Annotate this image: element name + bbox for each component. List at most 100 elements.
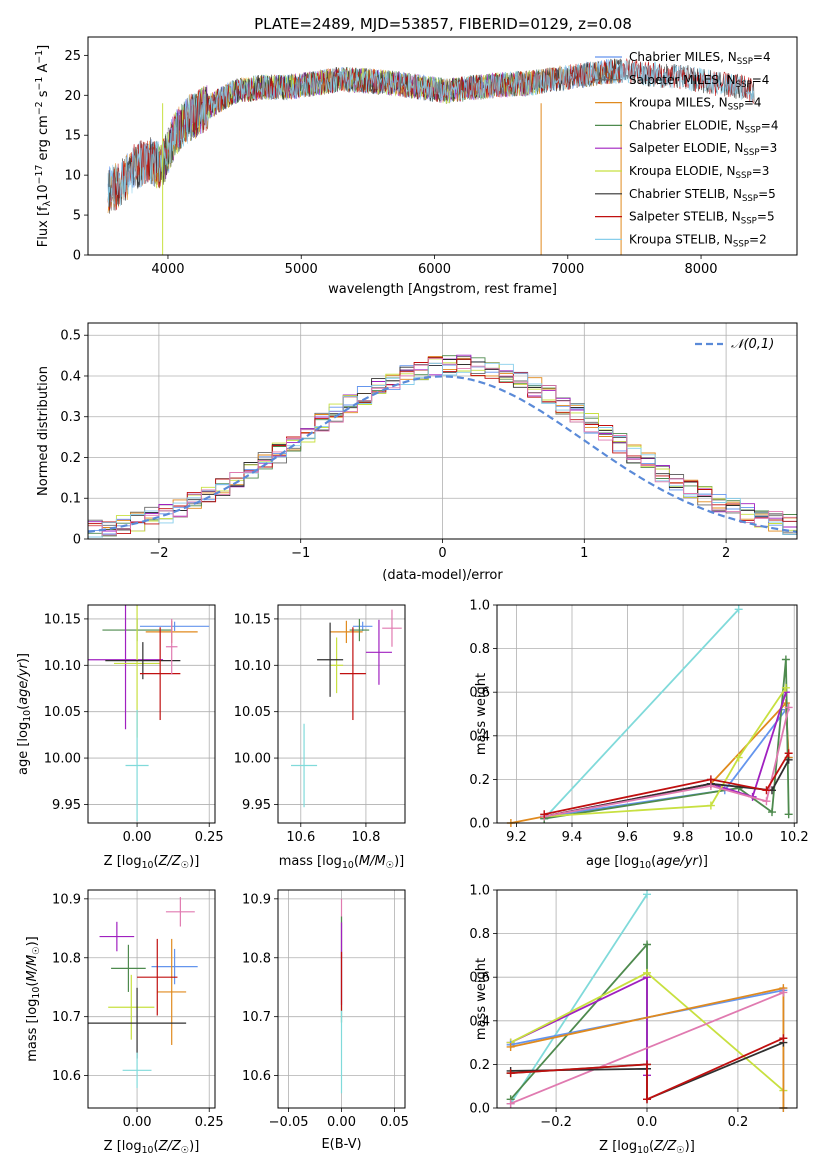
y-tick-label: 5 [73, 209, 81, 224]
weight-line [544, 759, 790, 818]
legend-label: Chabrier STELIB, NSSP=5 [629, 187, 776, 204]
y-tick-label: 25 [64, 49, 81, 64]
y-tick-label: 10.15 [44, 612, 81, 627]
legend-label: Chabrier MILES, NSSP=4 [629, 50, 771, 67]
y-tick-label: 10.6 [242, 1069, 271, 1084]
errorbars [88, 897, 198, 1088]
weight-line [510, 991, 784, 1105]
y-tick-label: 0.0 [469, 1102, 490, 1117]
x-tick-label: 0.2 [728, 1115, 749, 1130]
errorbar-point [382, 609, 402, 647]
y-tick-label: 10.05 [234, 705, 271, 720]
legend-label: Kroupa STELIB, NSSP=2 [629, 232, 767, 249]
x-tick-label: −0.05 [269, 1115, 309, 1130]
weight-marker [506, 1099, 515, 1108]
y-axis-label: mass weight [474, 958, 489, 1040]
x-tick-label: 1 [580, 546, 588, 561]
axes-frame [277, 604, 406, 824]
weight-series [506, 699, 793, 827]
weight-marker [540, 810, 549, 819]
weight-marker [734, 605, 743, 614]
x-tick-label: 0.25 [195, 1115, 224, 1130]
weight-marker [643, 968, 651, 977]
y-tick-label: 15 [64, 129, 81, 144]
y-tick-label: 9.95 [52, 798, 81, 813]
x-axis-label: wavelength [Angstrom, rest frame] [328, 282, 557, 297]
y-tick-label: 10.05 [44, 705, 81, 720]
axes-frame [496, 604, 798, 824]
x-tick-label: −2 [149, 546, 168, 561]
histograms [88, 354, 797, 538]
weight-line [544, 691, 787, 818]
weight-series [540, 749, 793, 819]
age-vs-mass-plot: 10.6 10.8 9.95 10.00 10.05 10.10 10.15 mass [lo… [234, 604, 406, 871]
spectrum-line [107, 58, 755, 207]
y-axis-label: mass [log10(M/M☉)] [25, 936, 42, 1062]
x-tick-label: 9.8 [673, 830, 694, 845]
x-tick-label: 10.8 [351, 830, 380, 845]
x-axis-label: Z [log10(Z/Z☉)] [104, 854, 200, 871]
x-tick-label: 0.00 [123, 1115, 152, 1130]
y-tick-label: 9.95 [242, 798, 271, 813]
errorbar-point [105, 642, 181, 680]
errorbars [88, 605, 210, 822]
weight-marker [734, 753, 743, 762]
weight-marker [762, 786, 771, 795]
errorbar-point [125, 709, 149, 822]
errorbar-point [365, 619, 392, 685]
y-tick-label: 1.0 [469, 599, 490, 614]
y-tick-label: 0.3 [60, 410, 81, 425]
weight-lines [506, 890, 788, 1112]
x-tick-label: 0.0 [637, 1115, 658, 1130]
x-tick-label: 8000 [684, 262, 717, 277]
errorbar-point [137, 938, 178, 1016]
errorbar-point [157, 938, 187, 1045]
weight-marker [643, 1095, 651, 1104]
errorbar-point [330, 637, 344, 694]
x-tick-label: 0.00 [327, 1115, 356, 1130]
legend-label: 𝒩(0,1) [731, 337, 774, 352]
x-tick-label: 0.25 [195, 830, 224, 845]
x-axis-label: Z [log10(Z/Z☉)] [599, 1139, 695, 1156]
residuals-plot: −2 −1 0 1 2 0 0.1 0.2 0.3 0.4 0.5 (data-model)/erro… [36, 322, 798, 583]
y-tick-label: 0.8 [469, 642, 490, 657]
legend-label: Kroupa ELODIE, NSSP=3 [629, 164, 769, 181]
weight-series [540, 655, 793, 823]
y-tick-label: 0.2 [60, 451, 81, 466]
errorbar-point [99, 921, 135, 952]
spectrum-plot: 4000 5000 6000 7000 8000 0 5 10 15 20 25 wavelength… [34, 36, 798, 297]
errorbar-point [88, 605, 164, 730]
x-tick-label: −0.2 [540, 1115, 572, 1130]
x-axis-label: age [log10(age/yr)] [586, 854, 708, 871]
y-tick-label: 10.7 [52, 1010, 81, 1025]
y-tick-label: 0.5 [60, 329, 81, 344]
weight-series [506, 988, 788, 1108]
y-tick-label: 0.2 [469, 773, 490, 788]
weight-series [540, 605, 743, 823]
axes-frame [87, 604, 216, 824]
y-axis-label: Flux [fλ10−17 erg cm−2 s−1 A−1] [34, 45, 53, 247]
spectrum-lines [107, 58, 755, 255]
y-tick-label: 10.8 [52, 951, 81, 966]
errorbars [291, 609, 402, 808]
x-tick-label: 7000 [551, 262, 584, 277]
weight-marker [706, 801, 715, 810]
errorbar-point [139, 627, 181, 721]
y-tick-label: 10.00 [44, 752, 81, 767]
errorbar-point [317, 622, 344, 697]
legend-label: Salpeter ELODIE, NSSP=3 [629, 141, 777, 158]
errorbar-point [352, 621, 373, 631]
x-tick-label: 10.2 [780, 830, 809, 845]
weight-marker [784, 749, 793, 758]
errorbar-point [165, 618, 178, 675]
y-tick-label: 10.7 [242, 1010, 271, 1025]
weight-series [540, 703, 793, 821]
y-tick-label: 10 [64, 169, 81, 184]
weight-line [510, 975, 648, 1076]
normal-curve [87, 375, 798, 533]
mass-vs-ebv-plot: −0.05 0.00 0.05 10.6 10.7 10.8 10.9 E(B-V) [242, 889, 409, 1152]
errorbar-point [88, 987, 187, 1059]
x-tick-label: 10.0 [724, 830, 753, 845]
weight-line [510, 1037, 784, 1101]
